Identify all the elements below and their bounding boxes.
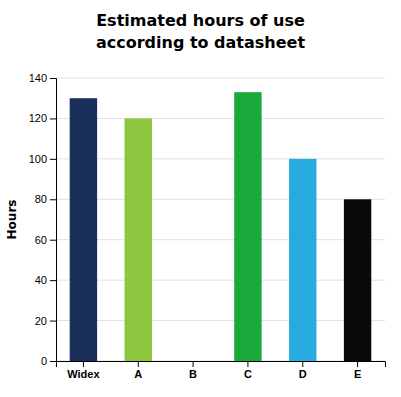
y-tick-mark bbox=[50, 361, 56, 362]
grid-line bbox=[56, 78, 385, 79]
bar bbox=[70, 98, 97, 361]
chart-svg: Estimated hours of use according to datas… bbox=[0, 0, 401, 397]
y-tick: 0 bbox=[41, 355, 56, 367]
x-tick-mark bbox=[302, 361, 303, 367]
bar bbox=[234, 92, 261, 361]
x-tick-label: B bbox=[189, 368, 197, 380]
y-tick: 120 bbox=[29, 112, 56, 124]
bar bbox=[179, 361, 206, 362]
x-tick: D bbox=[299, 361, 307, 380]
grid-line bbox=[56, 320, 385, 321]
grid-line bbox=[56, 239, 385, 240]
bar bbox=[344, 199, 371, 361]
x-tick-mark bbox=[247, 361, 248, 367]
y-tick-label: 0 bbox=[41, 355, 47, 367]
x-tick-label: D bbox=[299, 368, 307, 380]
x-axis-line bbox=[57, 362, 386, 368]
grid-line bbox=[56, 118, 385, 119]
subtitle: according to datasheet bbox=[96, 33, 306, 52]
y-tick: 20 bbox=[35, 315, 56, 327]
y-axis-title: Hours bbox=[5, 200, 19, 240]
grid-line bbox=[56, 280, 385, 281]
x-tick-label: Widex bbox=[67, 368, 100, 380]
grid bbox=[56, 78, 385, 361]
x-tick-label: E bbox=[354, 368, 361, 380]
y-tick-mark bbox=[50, 240, 56, 241]
y-tick-label: 100 bbox=[29, 153, 47, 165]
y-tick: 60 bbox=[35, 234, 56, 246]
bars bbox=[70, 92, 372, 361]
y-tick-mark bbox=[50, 78, 56, 79]
x-tick: Widex bbox=[67, 361, 100, 380]
y-tick-mark bbox=[50, 321, 56, 322]
x-tick-mark bbox=[193, 361, 194, 367]
y-tick-mark bbox=[50, 118, 56, 119]
grid-line bbox=[56, 199, 385, 200]
chart-container: Estimated hours of use according to datas… bbox=[0, 0, 401, 397]
y-tick-label: 120 bbox=[29, 112, 47, 124]
y-tick-label: 140 bbox=[29, 72, 47, 84]
y-axis: 0 20 40 60 80 100 120 140 bbox=[29, 72, 57, 367]
title: Estimated hours of use bbox=[96, 11, 305, 30]
bar bbox=[125, 118, 152, 361]
x-tick-mark bbox=[138, 361, 139, 367]
x-tick-mark bbox=[83, 361, 84, 367]
x-tick: C bbox=[244, 361, 252, 380]
y-tick: 40 bbox=[35, 274, 56, 286]
y-tick-label: 20 bbox=[35, 315, 47, 327]
x-tick-label: A bbox=[134, 368, 142, 380]
y-tick: 140 bbox=[29, 72, 56, 84]
y-tick-mark bbox=[50, 159, 56, 160]
x-tick-mark bbox=[357, 361, 358, 367]
y-tick: 80 bbox=[35, 193, 56, 205]
x-axis: Widex A B C D E bbox=[57, 361, 386, 380]
grid-line bbox=[56, 158, 385, 159]
x-tick: E bbox=[354, 361, 361, 380]
y-tick-label: 80 bbox=[35, 193, 47, 205]
bar bbox=[289, 159, 316, 361]
x-tick: B bbox=[189, 361, 197, 380]
y-axis-line bbox=[50, 79, 57, 362]
x-tick: A bbox=[134, 361, 142, 380]
y-tick: 100 bbox=[29, 153, 56, 165]
y-tick-mark bbox=[50, 280, 56, 281]
y-tick-mark bbox=[50, 199, 56, 200]
plot: 0 20 40 60 80 100 120 140 Widex A B C D E bbox=[29, 72, 386, 380]
x-tick-label: C bbox=[244, 368, 252, 380]
y-tick-label: 40 bbox=[35, 274, 47, 286]
y-tick-label: 60 bbox=[35, 234, 47, 246]
